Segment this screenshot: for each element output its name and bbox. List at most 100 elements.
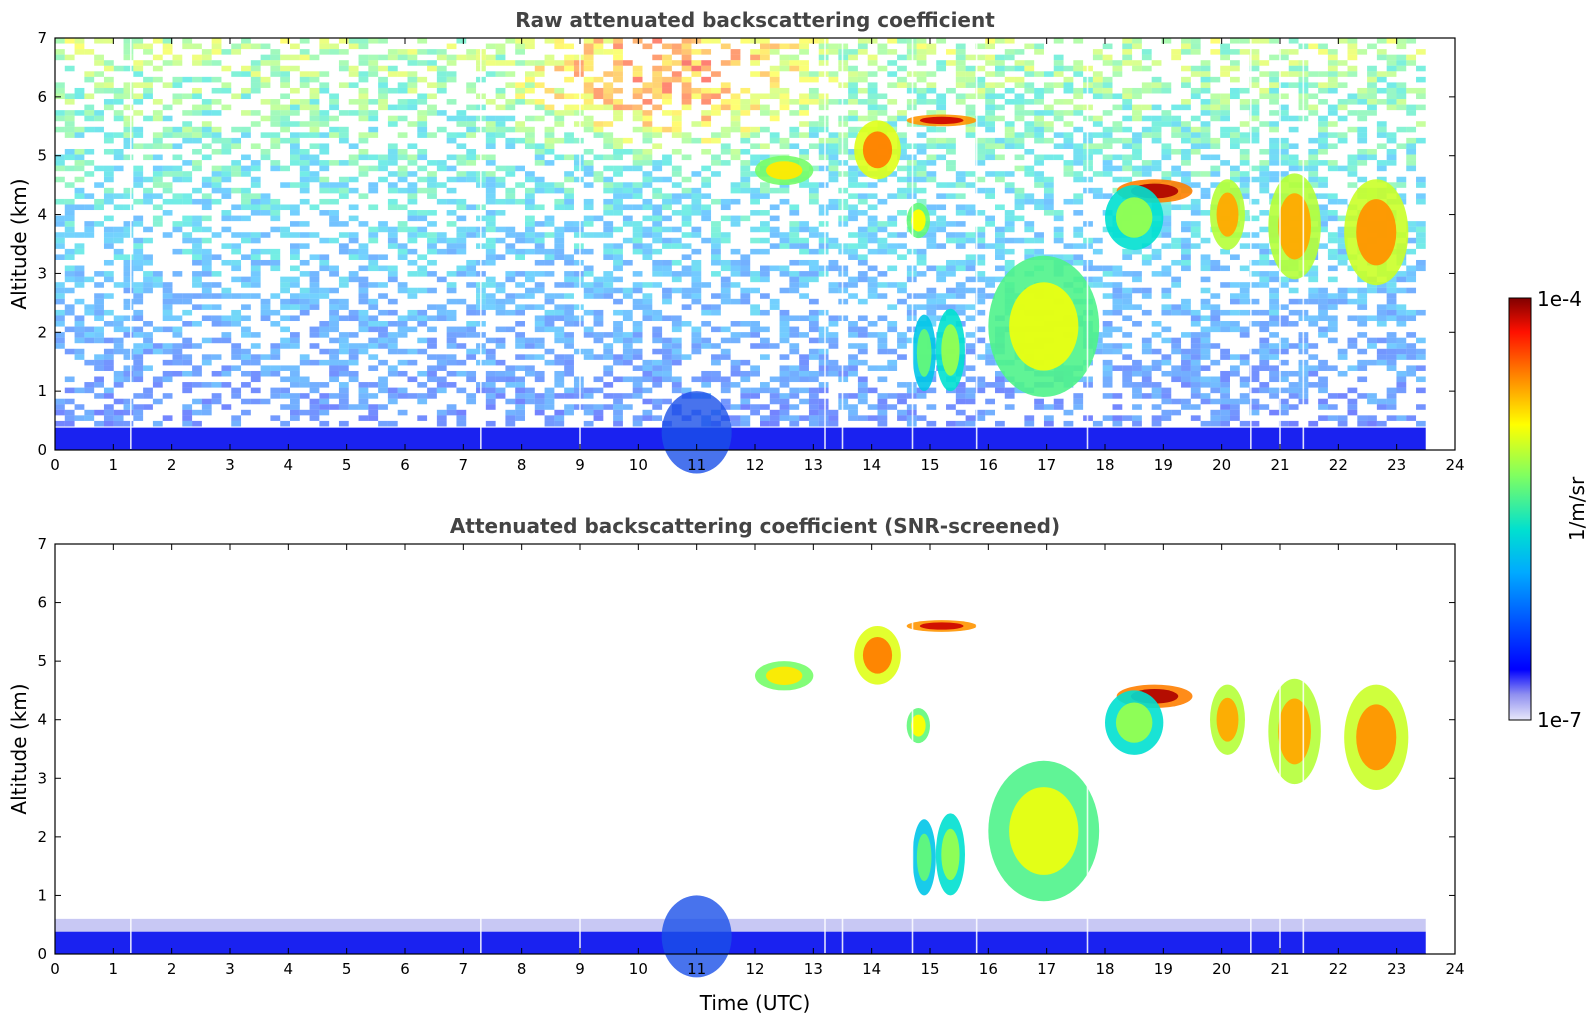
noise-cell bbox=[652, 337, 663, 344]
noise-cell bbox=[417, 93, 428, 100]
noise-cell bbox=[652, 204, 663, 211]
noise-cell bbox=[769, 304, 780, 310]
boundary-layer bbox=[55, 427, 1426, 450]
noise-cell bbox=[1249, 165, 1260, 172]
noise-cell bbox=[534, 115, 545, 122]
noise-cell bbox=[1327, 65, 1338, 72]
noise-cell bbox=[329, 359, 339, 366]
noise-cell bbox=[544, 393, 555, 399]
noise-cell bbox=[1014, 237, 1025, 244]
noise-cell bbox=[740, 137, 751, 144]
noise-cell bbox=[583, 420, 594, 427]
noise-cell bbox=[64, 304, 75, 310]
noise-cell bbox=[397, 204, 408, 211]
noise-cell bbox=[1181, 298, 1191, 305]
noise-cell bbox=[1337, 248, 1348, 255]
noise-cell bbox=[632, 304, 643, 310]
noise-cell bbox=[632, 332, 643, 338]
noise-cell bbox=[926, 387, 937, 394]
noise-cell bbox=[1171, 370, 1182, 377]
noise-cell bbox=[1122, 93, 1133, 100]
noise-cell bbox=[1416, 265, 1426, 272]
noise-cell bbox=[1102, 137, 1113, 144]
noise-cell bbox=[593, 126, 604, 133]
noise-cell bbox=[290, 154, 300, 161]
noise-cell bbox=[975, 115, 986, 122]
noise-cell bbox=[1327, 293, 1338, 299]
noise-cell bbox=[231, 187, 242, 194]
noise-cell bbox=[299, 354, 310, 360]
noise-cell bbox=[1112, 293, 1123, 299]
noise-cell bbox=[808, 326, 819, 333]
noise-cell bbox=[1376, 359, 1387, 366]
noise-cell bbox=[857, 398, 868, 405]
noise-cell bbox=[1318, 309, 1328, 316]
noise-cell bbox=[799, 315, 809, 322]
noise-cell bbox=[74, 337, 85, 344]
noise-cell bbox=[573, 376, 584, 383]
noise-cell bbox=[1014, 165, 1025, 172]
noise-cell bbox=[192, 221, 202, 227]
noise-cell bbox=[1190, 354, 1201, 360]
noise-cell bbox=[1416, 193, 1426, 199]
noise-cell bbox=[1367, 420, 1377, 427]
noise-cell bbox=[84, 359, 95, 366]
noise-cell bbox=[201, 99, 212, 105]
noise-cell bbox=[691, 171, 702, 177]
noise-cell bbox=[1200, 87, 1211, 94]
noise-cell bbox=[544, 132, 555, 138]
noise-cell bbox=[652, 165, 663, 172]
noise-cell bbox=[319, 148, 330, 155]
noise-cell bbox=[495, 254, 506, 260]
noise-cell bbox=[1376, 71, 1387, 77]
noise-cell bbox=[848, 248, 858, 255]
noise-cell bbox=[64, 287, 75, 294]
noise-cell bbox=[1220, 282, 1230, 288]
noise-cell bbox=[936, 104, 947, 111]
noise-cell bbox=[1034, 87, 1044, 94]
noise-cell bbox=[750, 154, 760, 161]
noise-cell bbox=[808, 259, 819, 266]
noise-cell bbox=[103, 415, 114, 421]
noise-cell bbox=[828, 287, 839, 294]
noise-cell bbox=[55, 321, 65, 327]
panel-raw-noise bbox=[55, 38, 1426, 427]
noise-cell bbox=[1249, 370, 1260, 377]
noise-cell bbox=[808, 315, 819, 322]
noise-cell bbox=[750, 287, 760, 294]
noise-cell bbox=[1327, 265, 1338, 272]
noise-cell bbox=[750, 343, 760, 349]
noise-cell bbox=[603, 254, 614, 260]
noise-cell bbox=[368, 282, 379, 288]
noise-cell bbox=[769, 215, 780, 222]
noise-cell bbox=[1396, 43, 1407, 50]
noise-cell bbox=[525, 87, 535, 94]
noise-cell bbox=[1161, 154, 1172, 161]
noise-cell bbox=[485, 376, 496, 383]
noise-cell bbox=[172, 176, 183, 183]
noise-cell bbox=[808, 198, 819, 205]
noise-cell bbox=[1014, 60, 1025, 66]
noise-cell bbox=[985, 110, 995, 116]
noise-cell bbox=[1357, 49, 1368, 55]
noise-cell bbox=[848, 409, 858, 416]
noise-cell bbox=[103, 404, 114, 410]
noise-cell bbox=[916, 76, 927, 83]
noise-cell bbox=[642, 82, 653, 88]
noise-cell bbox=[299, 221, 310, 227]
noise-cell bbox=[1181, 404, 1191, 410]
noise-cell bbox=[94, 365, 104, 371]
noise-cell bbox=[769, 393, 780, 399]
noise-cell bbox=[407, 215, 418, 222]
noise-cell bbox=[1220, 248, 1230, 255]
noise-cell bbox=[1239, 326, 1250, 333]
noise-cell bbox=[387, 65, 398, 72]
noise-cell bbox=[1024, 121, 1035, 127]
noise-cell bbox=[1141, 370, 1152, 377]
noise-cell bbox=[211, 254, 222, 260]
noise-cell bbox=[495, 387, 506, 394]
noise-cell bbox=[799, 271, 809, 277]
noise-cell bbox=[407, 198, 418, 205]
noise-cell bbox=[348, 187, 359, 194]
noise-cell bbox=[348, 404, 359, 410]
